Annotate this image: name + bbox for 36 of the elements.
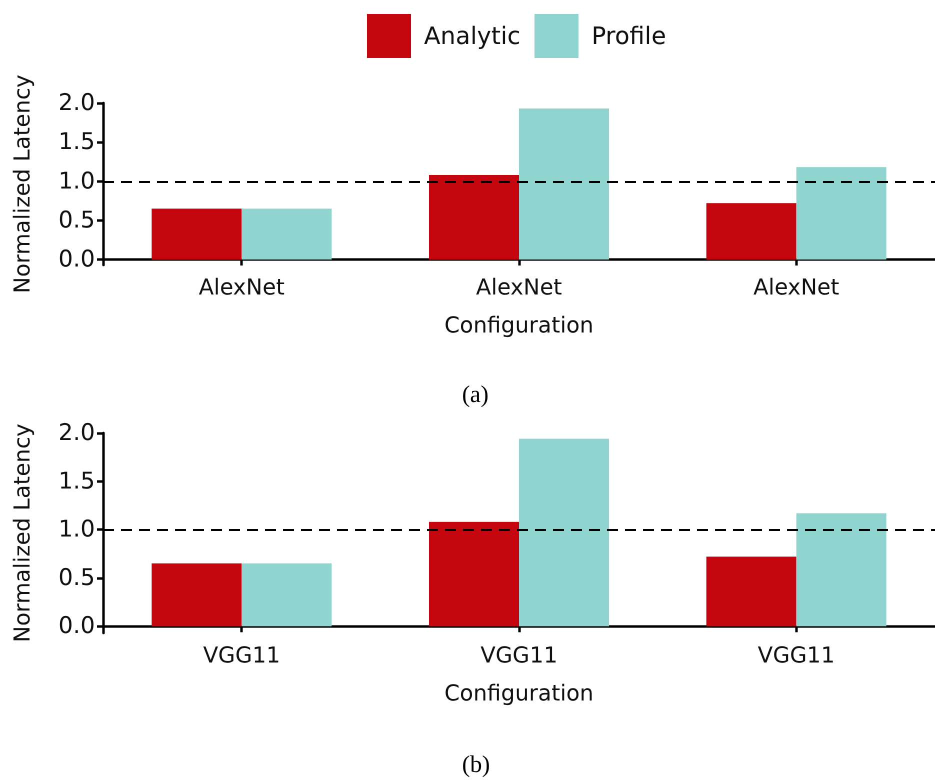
x-axis-title: Configuration: [444, 682, 594, 706]
y-axis-title: Normalized Latency: [10, 74, 36, 294]
bar: [152, 563, 242, 626]
y-tick-label: 2.0: [58, 90, 95, 116]
bar: [706, 203, 796, 260]
y-tick-label: 1.5: [58, 468, 95, 494]
y-tick-label: 0.0: [58, 613, 95, 640]
x-tick-label: VGG11: [480, 644, 558, 668]
bar: [429, 175, 519, 260]
legend-label: Profile: [591, 22, 666, 50]
text: (b): [462, 752, 490, 778]
bar: [519, 108, 609, 260]
y-tick-label: 1.0: [58, 516, 95, 543]
bar: [242, 563, 332, 626]
x-tick-label: AlexNet: [198, 276, 286, 300]
bar: [796, 167, 886, 260]
y-tick-label: 1.0: [58, 168, 95, 194]
y-tick-label: 2.0: [58, 420, 95, 446]
x-axis-title: Configuration: [444, 314, 594, 338]
x-tick-label: VGG11: [758, 644, 835, 668]
text: (a): [462, 382, 489, 408]
y-tick-label: 1.5: [58, 129, 95, 156]
x-tick-label: AlexNet: [753, 276, 840, 300]
bar: [519, 438, 609, 626]
y-tick-label: 0.5: [58, 564, 95, 591]
bar: [152, 208, 242, 260]
y-tick-label: 0.0: [58, 246, 95, 273]
bar: [796, 513, 886, 626]
bar: [706, 556, 796, 626]
legend-label: Analytic: [424, 22, 520, 50]
x-tick-label: AlexNet: [476, 276, 562, 300]
y-tick-label: 0.5: [58, 207, 95, 234]
y-axis-title: Normalized Latency: [10, 424, 36, 642]
bar: [429, 522, 519, 626]
bar: [242, 208, 332, 260]
x-tick-label: VGG11: [203, 644, 280, 668]
